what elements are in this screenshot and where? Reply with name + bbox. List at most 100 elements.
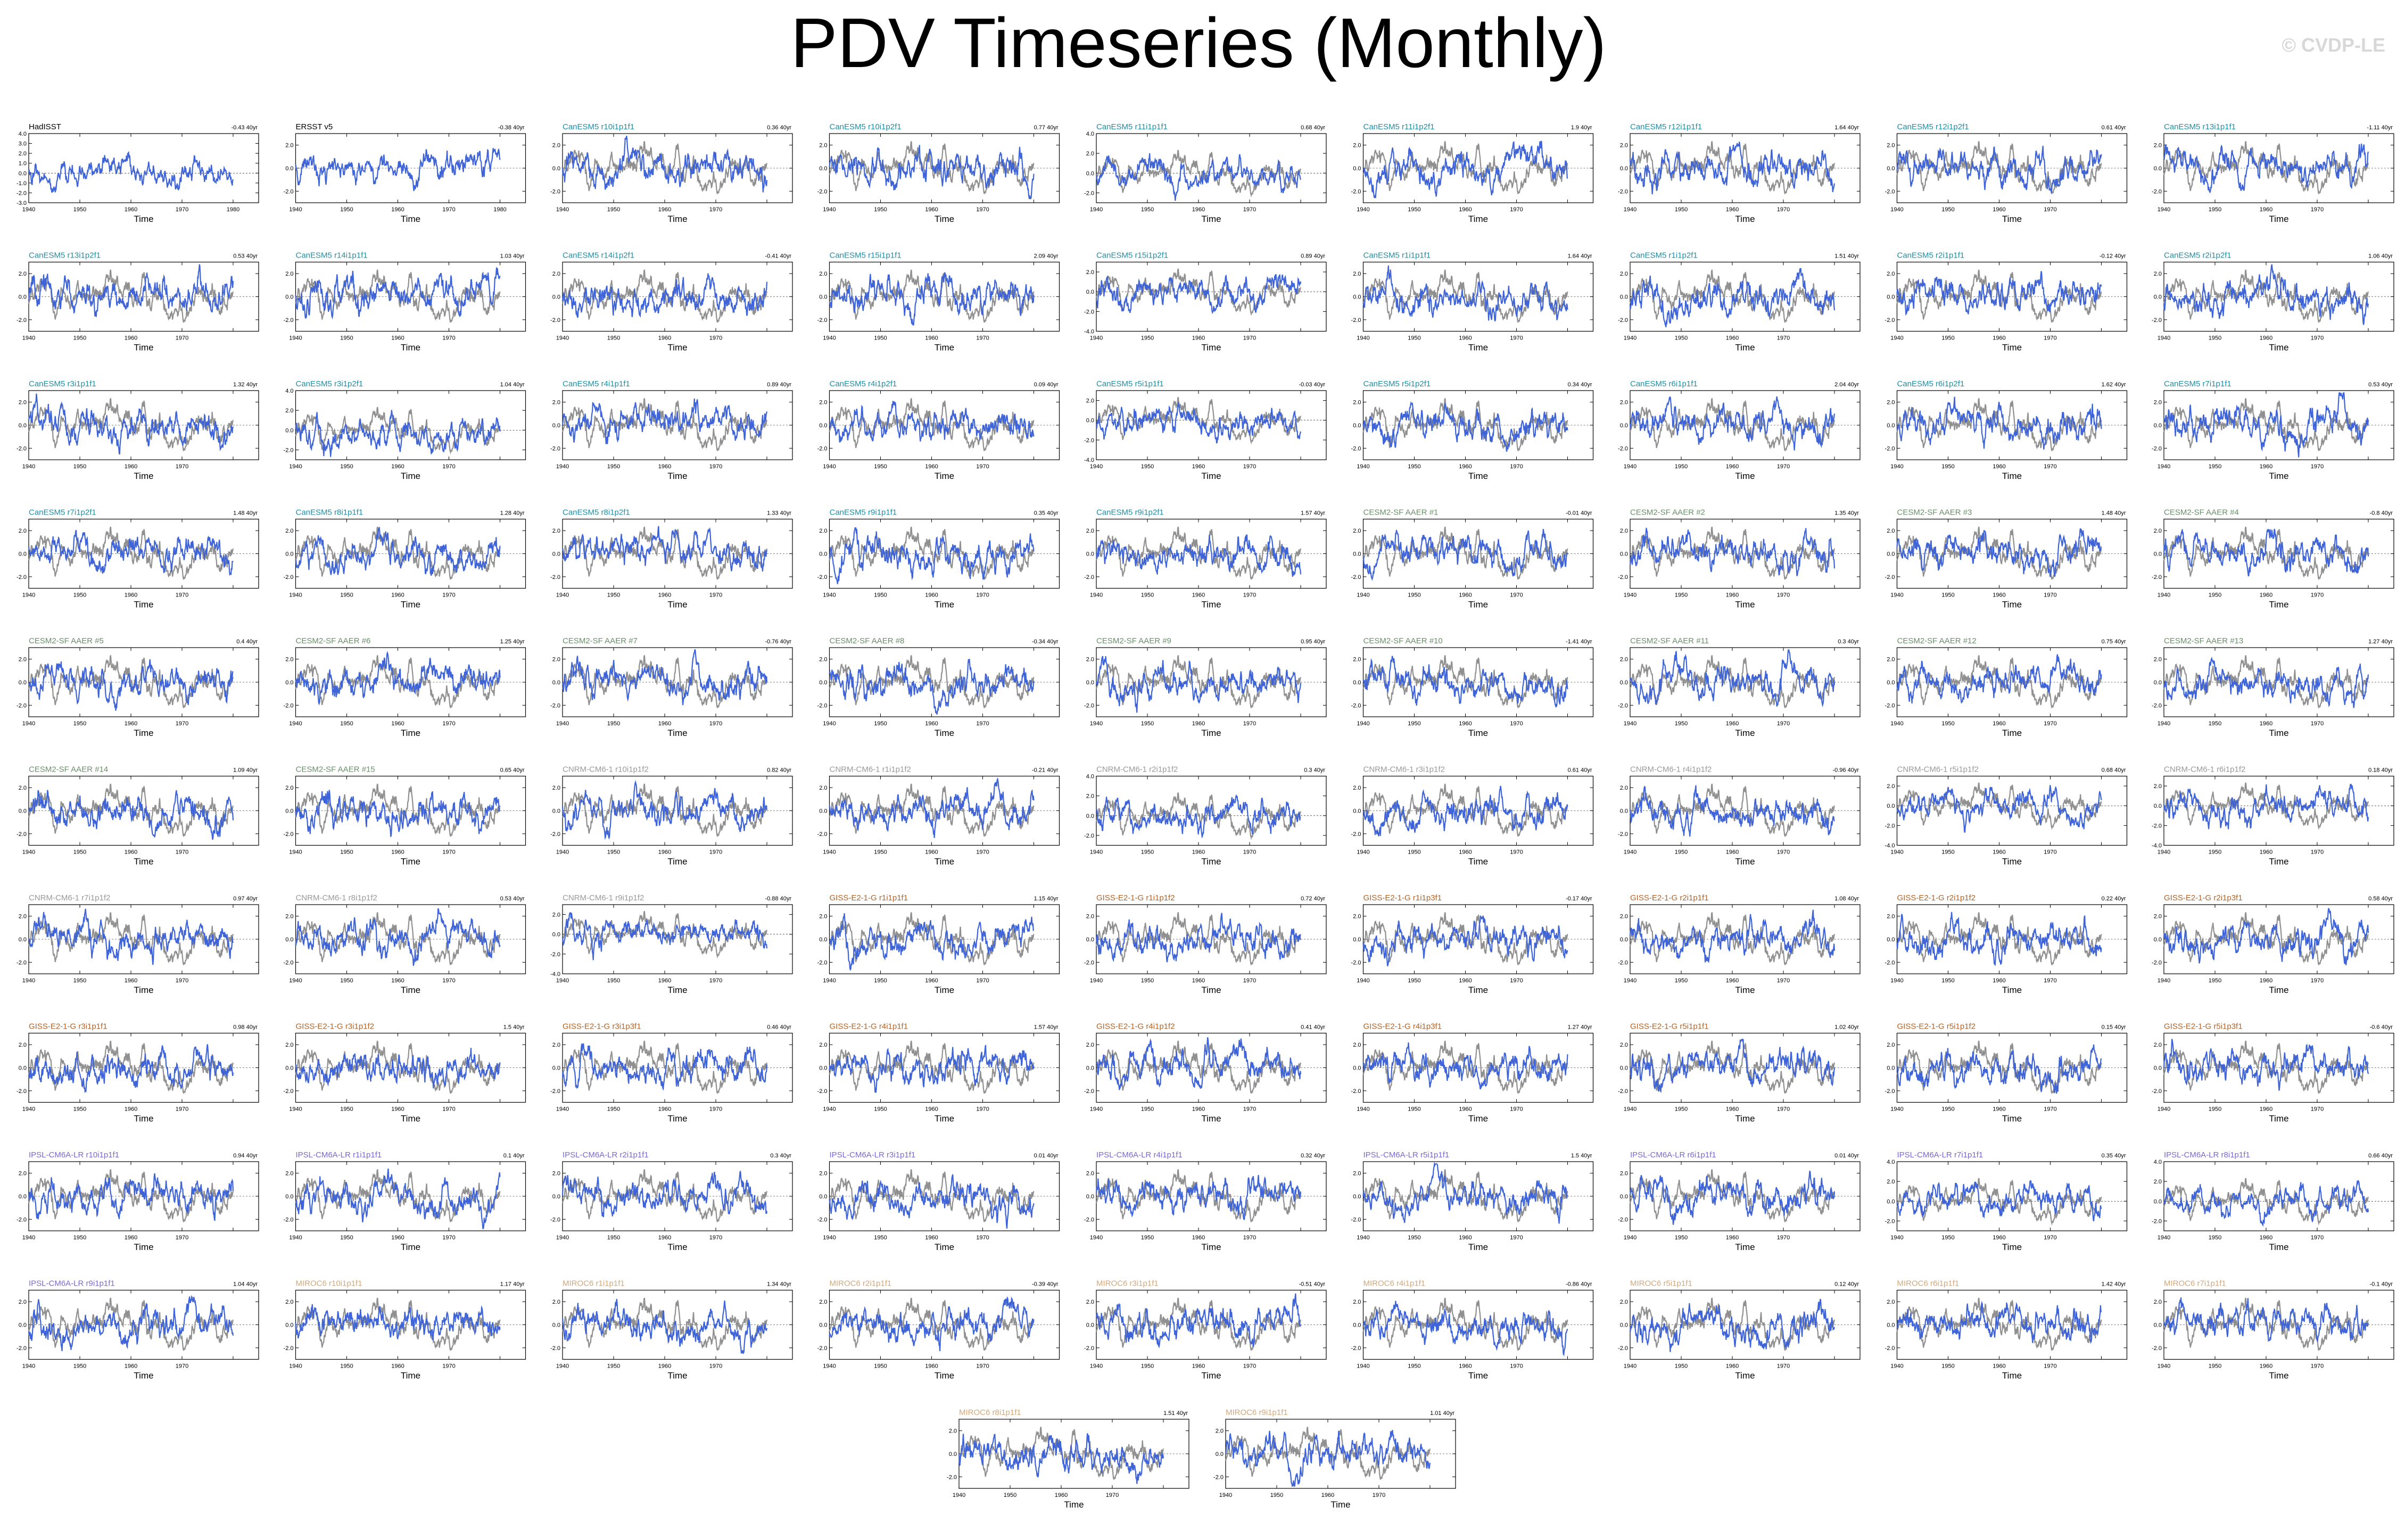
y-tick-label: 0.0 [819, 680, 827, 686]
panel-title: GISS-E2-1-G r2i1p1f2 [1897, 893, 1976, 903]
y-tick-label: 0.0 [2154, 680, 2162, 686]
x-tick-label: 1940 [1624, 1363, 1636, 1370]
panel: CanESM5 r9i1p1f1 0.35 40yr 2.0 0.0 -2.0 1940 1… [817, 508, 1060, 610]
y-tick-label: 2.0 [552, 1171, 560, 1177]
model-series-line [295, 790, 500, 837]
y-tick-label: 2.0 [285, 271, 293, 277]
panel-trend: -0.86 40yr [1566, 1281, 1592, 1288]
x-tick-label: 1970 [442, 1363, 455, 1370]
x-axis-label: Time [667, 600, 687, 610]
y-tick-label: 2.0 [819, 528, 827, 534]
y-tick-label: 0.0 [819, 808, 827, 815]
x-tick-label: 1970 [709, 206, 722, 213]
y-tick-label: 2.0 [1887, 1299, 1895, 1305]
x-tick-label: 1970 [976, 592, 989, 599]
x-tick-label: 1970 [1510, 206, 1523, 213]
x-axis-label: Time [134, 343, 153, 353]
x-tick-label: 1950 [73, 721, 86, 727]
panel-trend: -0.51 40yr [1299, 1281, 1325, 1288]
panel-trend: 0.3 40yr [1304, 767, 1325, 774]
y-tick-label: 0.0 [1353, 808, 1361, 815]
panel-trend: 0.94 40yr [233, 1153, 258, 1159]
panel-title: CanESM5 r9i1p2f1 [1096, 508, 1164, 517]
x-tick-label: 1970 [976, 978, 989, 984]
y-tick-label: -2.0 [817, 959, 828, 966]
x-tick-label: 1960 [925, 978, 938, 984]
y-tick-label: 0.0 [552, 1194, 560, 1200]
x-tick-label: 1960 [925, 1106, 938, 1113]
model-series-line [561, 273, 768, 318]
panel-trend: 1.04 40yr [500, 382, 525, 388]
model-series-line [829, 913, 1035, 971]
x-axis-label: Time [401, 985, 420, 995]
x-tick-label: 1970 [709, 463, 722, 470]
x-tick-label: 1970 [1106, 1492, 1119, 1498]
x-tick-label: 1970 [976, 1363, 989, 1370]
x-tick-label: 1940 [1624, 849, 1636, 856]
x-axis-label: Time [2269, 857, 2288, 867]
y-tick-label: 2.0 [1086, 1299, 1094, 1305]
panel-trend: -0.6 40yr [2370, 1024, 2393, 1031]
y-tick-label: -2.0 [1084, 1345, 1094, 1352]
x-tick-label: 1970 [2044, 592, 2056, 599]
x-tick-label: 1940 [1090, 978, 1103, 984]
model-series-line [561, 780, 768, 840]
x-tick-label: 1940 [22, 592, 35, 599]
panel-title: GISS-E2-1-G r2i1p1f1 [1630, 893, 1709, 903]
obs-series-line [1095, 912, 1302, 965]
x-tick-label: 1970 [709, 592, 722, 599]
y-tick-label: -2.0 [550, 831, 560, 838]
y-tick-label: 0.0 [285, 1322, 293, 1329]
y-tick-label: -2.0 [2152, 317, 2162, 324]
y-tick-label: 0.0 [1620, 423, 1628, 429]
panel-trend: 0.3 40yr [770, 1153, 791, 1159]
x-axis-label: Time [2002, 471, 2022, 481]
panel: CanESM5 r13i1p2f1 0.53 40yr 2.0 0.0 -2.0 1940… [16, 251, 259, 353]
y-tick-label: -2.0 [2152, 574, 2162, 581]
y-tick-label: -2.0 [16, 317, 27, 324]
x-axis-label: Time [667, 214, 687, 224]
y-tick-label: -2.0 [550, 1345, 560, 1352]
panel-trend: 0.72 40yr [1301, 896, 1325, 902]
panel: CNRM-CM6-1 r3i1p1f2 0.61 40yr 2.0 0.0 -2.0 19… [1351, 765, 1594, 867]
x-tick-label: 1950 [874, 721, 887, 727]
x-tick-label: 1950 [340, 592, 353, 599]
y-tick-label: 0.0 [1887, 165, 1895, 172]
y-tick-label: 0.0 [1887, 803, 1895, 809]
x-tick-label: 1940 [823, 1363, 836, 1370]
panel-frame [28, 133, 259, 203]
panel-title: CNRM-CM6-1 r8i1p1f2 [296, 893, 377, 903]
y-tick-label: 0.0 [1887, 551, 1895, 558]
x-tick-label: 1960 [1726, 721, 1739, 727]
model-series-line [28, 1295, 234, 1352]
panel-trend: 0.4 40yr [236, 639, 258, 645]
x-tick-label: 1950 [874, 1106, 887, 1113]
panel: CanESM5 r14i1p2f1 -0.41 40yr 2.0 0.0 -2.0 194… [550, 251, 793, 353]
panel-trend: 0.61 40yr [2102, 125, 2126, 131]
x-tick-label: 1970 [1777, 463, 1790, 470]
x-tick-label: 1960 [391, 206, 404, 213]
model-series-line [1896, 271, 2102, 316]
y-tick-label: -2.0 [1885, 959, 1895, 966]
x-axis-label: Time [1735, 1371, 1755, 1381]
y-tick-label: -2.0 [1351, 1088, 1361, 1095]
x-tick-label: 1940 [289, 1106, 302, 1113]
x-axis-label: Time [667, 1242, 687, 1252]
y-tick-label: 2.0 [1620, 657, 1628, 663]
x-tick-label: 1960 [1726, 1235, 1739, 1241]
x-tick-label: 1970 [2311, 1106, 2324, 1113]
panel: GISS-E2-1-G r2i1p1f2 0.22 40yr 2.0 0.0 -2.0 1… [1885, 893, 2128, 995]
panel-trend: 0.95 40yr [1301, 639, 1325, 645]
model-series-line [1629, 909, 1836, 963]
x-tick-label: 1950 [1141, 463, 1154, 470]
x-axis-label: Time [1201, 214, 1221, 224]
panel-title: CanESM5 r11i1p2f1 [1363, 122, 1435, 131]
y-tick-label: -2.0 [1885, 702, 1895, 709]
y-tick-label: 2.0 [819, 271, 827, 277]
y-tick-label: 0.0 [1620, 165, 1628, 172]
y-tick-label: -2.0 [1084, 959, 1094, 966]
x-axis-label: Time [401, 471, 420, 481]
x-axis-label: Time [134, 857, 153, 867]
x-axis-label: Time [667, 728, 687, 738]
panel-title: CESM2-SF AAER #11 [1630, 636, 1709, 645]
